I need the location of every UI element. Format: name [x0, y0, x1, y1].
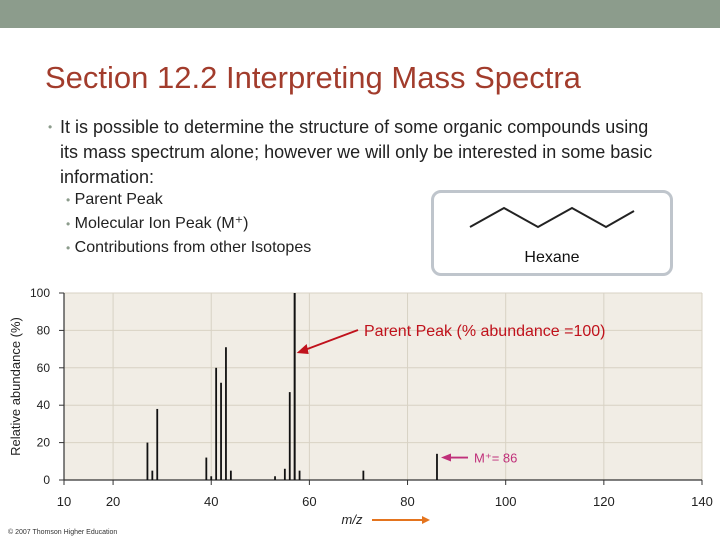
x-axis-label: m/z: [342, 512, 363, 527]
spectrum-peak: [288, 392, 291, 480]
y-tick-label: 40: [37, 398, 51, 412]
x-tick-label: 140: [691, 494, 713, 509]
spectrum-peak: [293, 293, 296, 480]
parent-peak-annotation: Parent Peak (% abundance =100): [364, 323, 606, 340]
molecule-label: Hexane: [524, 249, 580, 266]
spectrum-peak: [436, 453, 438, 480]
x-tick-label: 120: [593, 494, 615, 509]
sub-bullet-item: • Contributions from other Isotopes: [66, 236, 311, 260]
slide-title: Section 12.2 Interpreting Mass Spectra: [45, 60, 581, 95]
y-tick-label: 80: [37, 323, 51, 337]
spectrum-peak: [225, 347, 227, 480]
sub-bullet-list: • Parent Peak • Molecular Ion Peak (M⁺) …: [66, 188, 311, 260]
spectrum-peak: [215, 367, 218, 480]
bullet-dot-icon: •: [66, 241, 71, 255]
spectrum-peak: [229, 470, 232, 480]
y-tick-label: 60: [37, 361, 51, 375]
spectrum-peak: [274, 476, 276, 480]
x-tick-label: 100: [495, 494, 517, 509]
header-band: [0, 0, 720, 28]
sub-bullet-item: • Molecular Ion Peak (M⁺): [66, 212, 311, 236]
xlabel-arrow-head-icon: [422, 516, 430, 524]
y-axis-label: Relative abundance (%): [8, 317, 23, 456]
x-tick-label: 80: [400, 494, 414, 509]
spectrum-peak: [220, 382, 222, 480]
main-bullet-text: It is possible to determine the structur…: [60, 117, 653, 187]
copyright-credit: © 2007 Thomson Higher Education: [8, 529, 118, 536]
mass-spectrum-svg: 0 20 40 60 80 100 10 20 40 60 80 100 120 140 Relative …: [8, 286, 713, 527]
plot-background: [64, 293, 702, 480]
x-tick-label: 10: [57, 494, 71, 509]
y-tick-label: 100: [30, 286, 50, 300]
bullet-dot-icon: •: [66, 217, 71, 231]
hexane-structure-box: Hexane: [431, 190, 673, 276]
x-tick-label: 60: [302, 494, 316, 509]
mass-spectrum-chart: 0 20 40 60 80 100 10 20 40 60 80 100 120 140 Relative …: [0, 278, 720, 545]
main-bullet: • It is possible to determine the struct…: [48, 113, 668, 190]
sub-bullet-text: Contributions from other Isotopes: [74, 239, 312, 256]
parent-peak-arrow-line: [304, 329, 359, 351]
hexane-skeletal-icon: [469, 206, 635, 229]
bullet-dot-icon: •: [66, 193, 71, 207]
spectrum-peak: [210, 476, 213, 480]
parent-peak-arrow-head-icon: [296, 344, 309, 354]
spectrum-peak: [283, 468, 286, 480]
x-tick-label: 40: [204, 494, 218, 509]
bullet-dot-icon: •: [48, 120, 53, 134]
spectrum-peak: [146, 442, 149, 480]
spectrum-peak: [156, 408, 159, 480]
spectrum-peak: [205, 457, 208, 480]
molecular-ion-arrow-head-icon: [440, 453, 451, 462]
x-tick-label: 20: [106, 494, 120, 509]
spectrum-peak: [151, 470, 154, 480]
molecular-ion-annotation: M⁺= 86: [474, 451, 517, 466]
sub-bullet-text: Parent Peak: [74, 191, 163, 208]
spectrum-peak: [362, 470, 365, 480]
sub-bullet-text: Molecular Ion Peak (M⁺): [74, 215, 249, 232]
y-tick-label: 20: [37, 436, 51, 450]
y-tick-label: 0: [43, 473, 50, 487]
sub-bullet-item: • Parent Peak: [66, 188, 311, 212]
spectrum-peak: [298, 470, 301, 480]
